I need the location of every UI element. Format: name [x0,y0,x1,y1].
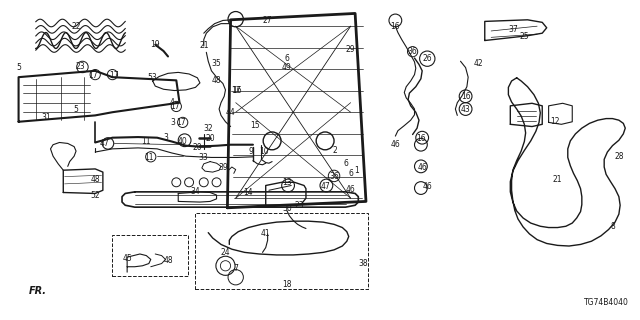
Text: 20: 20 [205,134,215,143]
Text: 16: 16 [416,134,426,143]
Text: 49: 49 [282,63,292,72]
Text: TG74B4040: TG74B4040 [584,298,629,307]
Text: 2: 2 [333,146,338,155]
Text: 24: 24 [221,248,230,257]
Text: 5: 5 [16,63,21,72]
Text: 48: 48 [212,76,221,85]
Text: 17: 17 [176,118,186,127]
Text: 23: 23 [76,62,85,71]
Text: 17: 17 [231,86,241,95]
Text: 34: 34 [191,188,200,196]
Text: 22: 22 [71,22,81,31]
Text: 29: 29 [346,44,355,54]
Text: 6: 6 [343,159,348,168]
Text: 31: 31 [42,114,51,123]
Text: 33: 33 [199,153,209,162]
Text: 15: 15 [250,121,260,130]
Text: 48: 48 [90,175,100,184]
Text: 21: 21 [199,41,209,50]
Text: 40: 40 [178,137,188,146]
Text: 8: 8 [610,222,615,231]
Text: 12: 12 [550,117,560,126]
Text: 4: 4 [170,98,174,107]
Text: 3: 3 [171,118,175,127]
Text: 23: 23 [295,201,305,210]
Text: 36: 36 [329,172,339,181]
Text: 6: 6 [284,54,289,63]
Text: 43: 43 [461,105,470,114]
Text: 47: 47 [99,139,109,148]
Text: 14: 14 [244,188,253,197]
Text: 46: 46 [346,185,356,194]
Text: 6: 6 [348,169,353,178]
Text: 32: 32 [204,124,213,133]
Text: 20: 20 [193,143,202,152]
Text: 16: 16 [390,22,400,31]
Text: 36: 36 [408,47,417,56]
Text: 10: 10 [259,147,269,156]
Text: 46: 46 [417,163,427,172]
Text: 9: 9 [248,147,253,156]
Text: 44: 44 [226,108,236,117]
Text: 46: 46 [390,140,400,149]
Bar [195,212,368,289]
Text: 5: 5 [74,105,79,114]
Text: 13: 13 [282,179,292,188]
Text: 16: 16 [461,92,470,101]
Text: 28: 28 [614,152,623,161]
Text: 26: 26 [422,53,432,62]
Text: 17: 17 [88,71,98,80]
Text: 53: 53 [148,73,157,82]
Text: 42: 42 [474,59,483,68]
Text: 45: 45 [122,254,132,263]
Bar [113,235,188,276]
Text: 18: 18 [282,280,292,289]
Text: 47: 47 [320,182,330,191]
Text: 19: 19 [150,40,160,49]
Text: 46: 46 [422,182,432,191]
Text: 52: 52 [90,190,100,200]
Text: 38: 38 [358,259,368,268]
Text: 7: 7 [233,264,238,274]
Text: 17: 17 [109,71,119,80]
Text: FR.: FR. [29,286,47,296]
Text: 39: 39 [218,163,228,172]
Text: 30: 30 [282,204,292,213]
Text: 25: 25 [520,32,529,41]
Text: 11: 11 [144,153,154,162]
Text: 41: 41 [261,229,271,238]
Text: 3: 3 [163,133,168,142]
Text: 11: 11 [141,137,151,146]
Text: 35: 35 [212,59,221,68]
Text: 16: 16 [232,86,242,95]
Text: 17: 17 [170,102,180,111]
Text: 27: 27 [263,16,273,25]
Text: 37: 37 [508,25,518,34]
Text: 1: 1 [355,166,360,175]
Text: 48: 48 [163,256,173,265]
Text: 21: 21 [553,175,563,184]
